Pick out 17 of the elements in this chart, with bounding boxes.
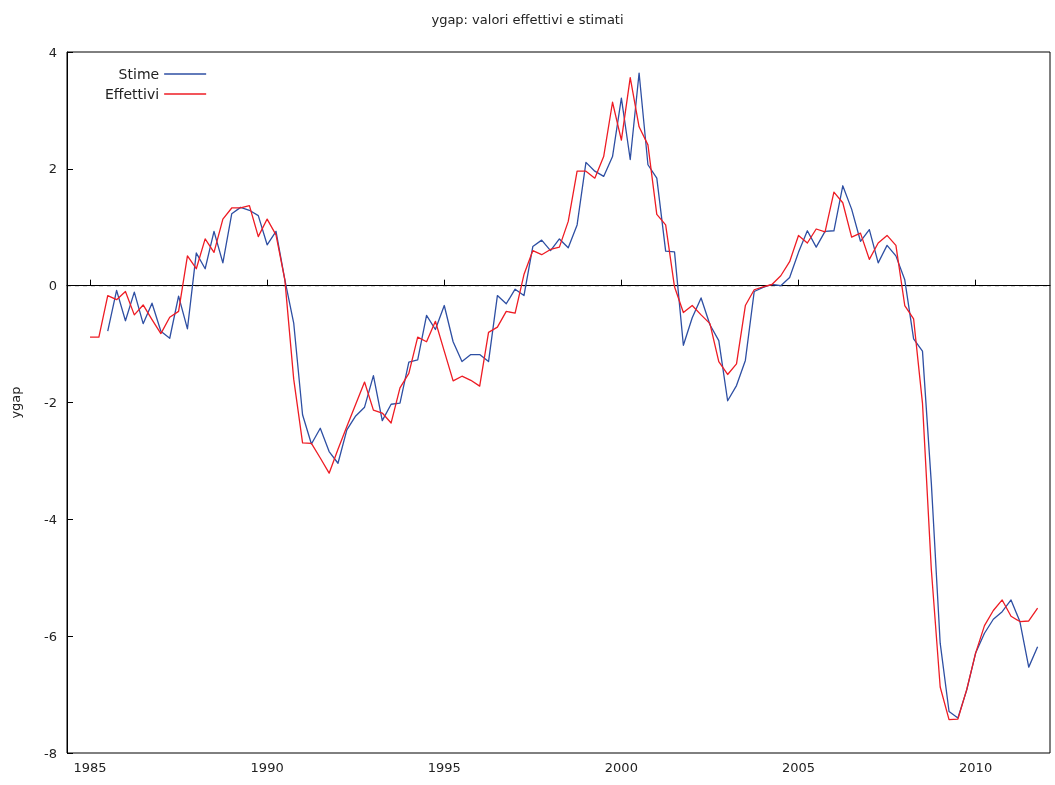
x-tick-label: 1985	[73, 760, 107, 775]
chart-title: ygap: valori effettivi e stimati	[431, 12, 624, 27]
y-tick-label: -2	[44, 395, 57, 410]
y-tick-label: -6	[44, 628, 57, 644]
x-tick-label: 1990	[250, 760, 284, 775]
y-tick-label: -8	[44, 745, 57, 761]
legend-label: Stime	[118, 66, 160, 82]
legend-label: Effettivi	[104, 86, 160, 102]
y-tick-label: -4	[44, 511, 57, 527]
x-tick-label: 1995	[427, 760, 461, 775]
y-tick-label: 4	[48, 44, 57, 60]
x-tick-label: 2005	[781, 760, 816, 775]
y-tick-label: 0	[48, 278, 57, 294]
y-axis-title: ygap	[8, 386, 23, 419]
x-tick-label: 2000	[604, 760, 638, 775]
y-tick-label: 2	[48, 161, 57, 177]
x-tick-label: 2010	[959, 760, 993, 775]
